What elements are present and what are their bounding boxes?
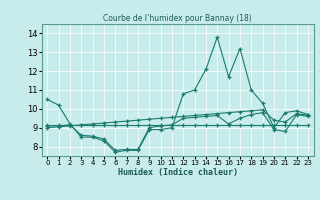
X-axis label: Humidex (Indice chaleur): Humidex (Indice chaleur) xyxy=(118,168,237,177)
Title: Courbe de l’humidex pour Bannay (18): Courbe de l’humidex pour Bannay (18) xyxy=(103,14,252,23)
